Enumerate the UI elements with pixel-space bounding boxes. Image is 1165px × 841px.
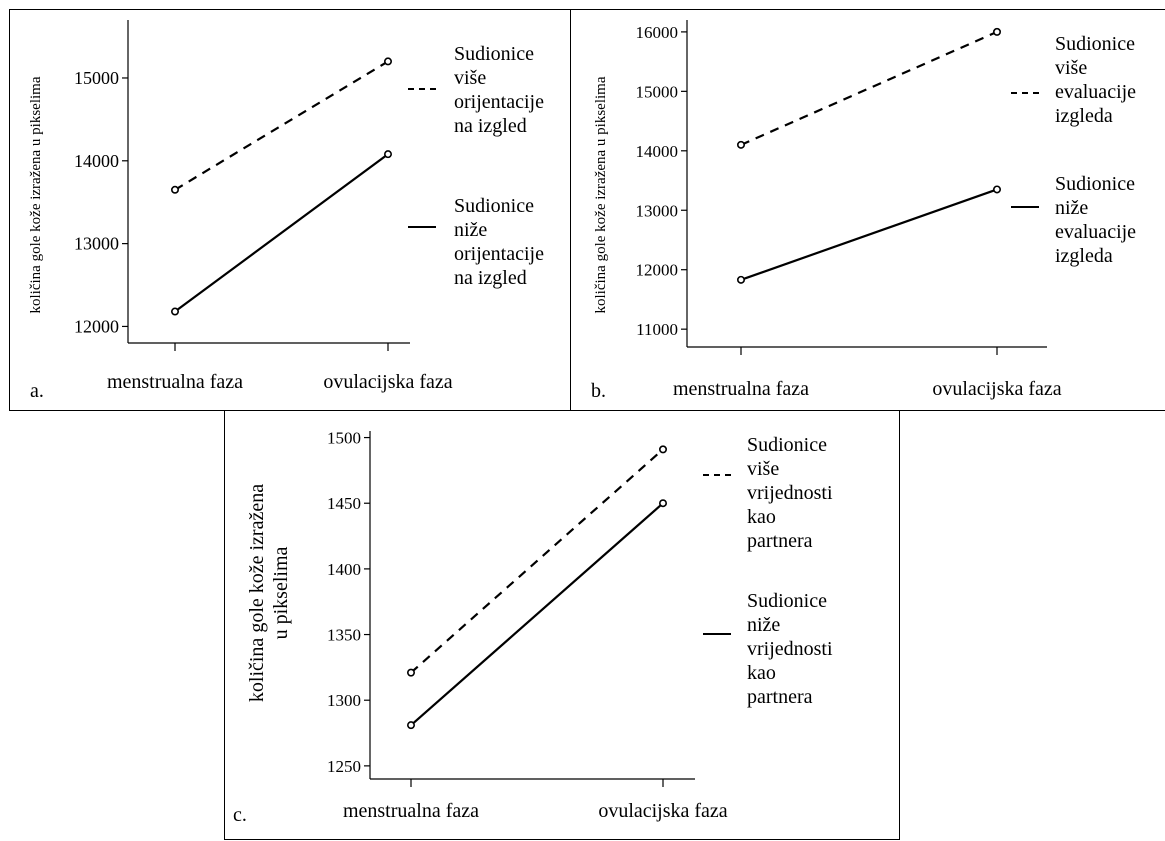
- chart-b-plot: 11000 12000 13000 14000 15000 16000 menstrualn…: [593, 20, 1062, 400]
- panel-label-c: c.: [233, 804, 247, 826]
- x-tick-label: ovulacijska faza: [323, 371, 452, 393]
- x-tick-label: menstrualna faza: [673, 378, 809, 400]
- y-axis-label: količina gole kože izražena: [246, 484, 268, 702]
- data-point-low: [992, 185, 1001, 194]
- legend-swatch-solid: [408, 226, 436, 228]
- chart-panel-a: 12000 13000 14000 15000 menstrualna faza ovul…: [9, 9, 571, 411]
- data-point-high: [992, 27, 1001, 36]
- chart-0-group: 12000 13000 14000 15000 menstrualna faza ovul…: [28, 20, 453, 393]
- x-tick-label: ovulacijska faza: [598, 800, 727, 822]
- y-tick-label: 12000: [636, 261, 679, 280]
- y-tick-label: 1300: [327, 691, 361, 710]
- data-point-low: [737, 275, 746, 284]
- chart-panel-b: 11000 12000 13000 14000 15000 16000 menstrualn…: [570, 9, 1165, 411]
- legend-label-b-high: Sudionice više evaluacije izgleda: [1055, 33, 1137, 127]
- x-tick-label: menstrualna faza: [343, 800, 479, 822]
- legend-swatch-solid: [1011, 206, 1039, 208]
- y-tick-label: 1400: [327, 560, 361, 579]
- chart-2-group: 1250 1300 1350 1400 1450 1500 menstrualna faza…: [246, 429, 728, 822]
- y-tick-label: 12000: [74, 316, 119, 336]
- chart-1-group: 11000 12000 13000 14000 15000 16000 menstrualn…: [593, 20, 1062, 400]
- data-point-low: [658, 499, 667, 508]
- chart-c-plot: 1250 1300 1350 1400 1450 1500 menstrualna faza…: [246, 429, 728, 822]
- y-tick-label: 11000: [636, 320, 678, 339]
- y-axis-label: količina gole kože izražena u pikselima: [593, 76, 609, 313]
- chart-panel-c: 1250 1300 1350 1400 1450 1500 menstrualna faza…: [224, 410, 900, 840]
- data-point-low: [383, 150, 392, 159]
- data-point-high: [737, 140, 746, 149]
- x-tick-label: menstrualna faza: [107, 371, 243, 393]
- legend-swatch-dashed: [408, 88, 436, 90]
- y-axis-label: u pikselima: [270, 546, 292, 639]
- data-point-high: [658, 445, 667, 454]
- y-tick-label: 1250: [327, 757, 361, 776]
- legend-swatch-solid: [703, 633, 731, 635]
- series-line-low: [410, 502, 664, 726]
- x-tick-label: ovulacijska faza: [932, 378, 1061, 400]
- data-point-high: [171, 185, 180, 194]
- y-tick-label: 14000: [74, 151, 119, 171]
- legend-label-a-high: Sudionice više orijentacije na izgled: [454, 43, 544, 137]
- legend-swatch-dashed: [703, 474, 731, 476]
- series-line-low: [174, 153, 389, 313]
- panel-label-b: b.: [591, 380, 606, 402]
- y-tick-label: 13000: [74, 234, 119, 254]
- data-point-high: [407, 668, 416, 677]
- data-point-low: [171, 307, 180, 316]
- legend-label-c-low: Sudionice niže vrijednosti kao partnera: [747, 590, 833, 708]
- legend-label-b-low: Sudionice niže evaluacije izgleda: [1055, 173, 1137, 267]
- y-tick-label: 13000: [636, 201, 679, 220]
- data-point-low: [407, 721, 416, 730]
- panel-label-a: a.: [30, 380, 44, 402]
- series-line-high: [410, 448, 664, 674]
- series-line-high: [740, 30, 998, 146]
- y-tick-label: 1350: [327, 626, 361, 645]
- y-tick-label: 1450: [327, 494, 361, 513]
- legend-swatch-dashed: [1011, 92, 1039, 94]
- series-line-low: [740, 188, 998, 281]
- series-line-high: [174, 60, 389, 191]
- y-axis-label: količina gole kože izražena u pikselima: [28, 76, 44, 313]
- y-tick-label: 15000: [74, 68, 119, 88]
- y-tick-label: 16000: [636, 23, 679, 42]
- y-tick-label: 15000: [636, 82, 679, 101]
- legend-label-c-high: Sudionice više vrijednosti kao partnera: [747, 434, 833, 552]
- y-tick-label: 1500: [327, 429, 361, 448]
- legend-label-a-low: Sudionice niže orijentacije na izgled: [454, 195, 544, 289]
- y-tick-label: 14000: [636, 142, 679, 161]
- chart-a-plot: 12000 13000 14000 15000 menstrualna faza ovul…: [28, 20, 453, 393]
- data-point-high: [383, 57, 392, 66]
